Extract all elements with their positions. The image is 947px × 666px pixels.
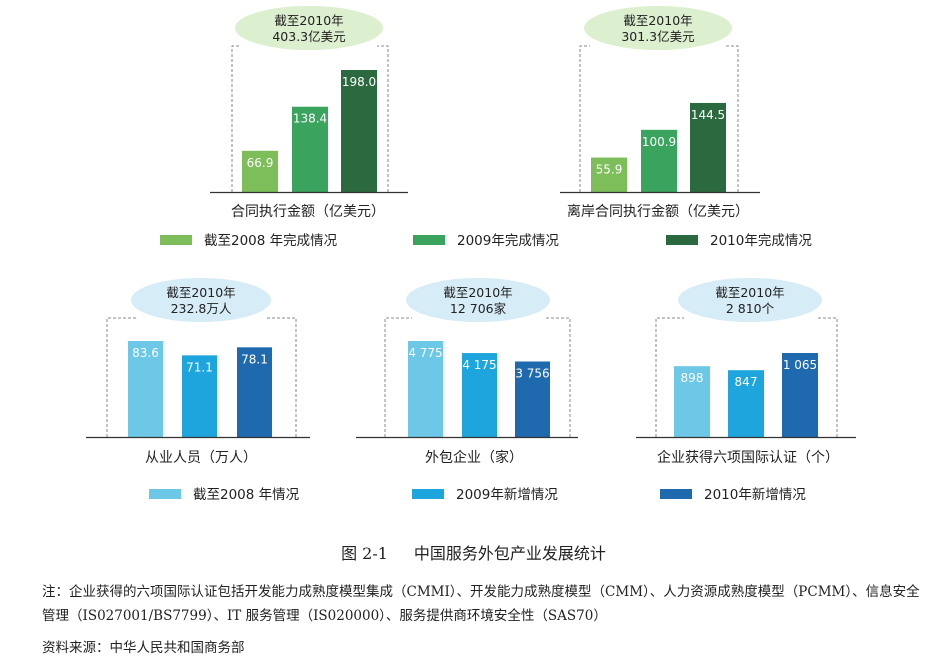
bar-value-label: 198.0: [342, 75, 376, 89]
bar-value-label: 3 756: [515, 366, 549, 380]
legend-label: 2009年新增情况: [456, 487, 558, 503]
bar: [728, 370, 764, 437]
bracket-line: [544, 317, 571, 437]
total-bubble: [235, 6, 383, 50]
bar-value-label: 1 065: [783, 358, 817, 372]
bubble-label-line2: 12 706家: [450, 301, 507, 316]
chart-canvas: 截至2010年403.3亿美元66.9138.4198.0合同执行金额（亿美元）…: [86, 6, 856, 503]
total-bubble: [131, 278, 271, 322]
bracket-line: [384, 317, 412, 437]
bar: [182, 355, 217, 437]
bubble-label-line2: 2 810个: [726, 301, 775, 316]
bar: [674, 366, 710, 437]
bar: [341, 70, 377, 192]
bracket-line: [231, 45, 241, 192]
bubble-label-line1: 截至2010年: [715, 285, 784, 300]
bracket-line: [816, 317, 838, 437]
legend-swatch: [149, 489, 181, 499]
bar: [237, 347, 272, 437]
legend-label: 截至2008 年完成情况: [204, 233, 338, 249]
total-bubble: [584, 6, 732, 50]
bar: [782, 353, 818, 437]
total-bubble: [406, 278, 550, 322]
bar-value-label: 4 775: [408, 346, 442, 360]
bar-value-label: 138.4: [293, 112, 327, 126]
caption-title: 中国服务外包产业发展统计: [413, 544, 606, 563]
panel-label: 从业人员（万人）: [145, 450, 257, 466]
bar-value-label: 100.9: [642, 135, 676, 149]
legend-swatch: [160, 235, 192, 245]
bar: [408, 341, 443, 437]
bubble-label-line1: 截至2010年: [274, 13, 343, 28]
caption-number: 图 2-1: [341, 544, 388, 563]
bracket-line: [726, 45, 739, 192]
bar-value-label: 66.9: [247, 156, 274, 170]
panel-label: 离岸合同执行金额（亿美元）: [567, 203, 749, 220]
panel-label: 企业获得六项国际认证（个）: [657, 449, 839, 466]
figure-note: 注：企业获得的六项国际认证包括开发能力成熟度模型集成（CMMI）、开发能力成熟度…: [42, 584, 920, 624]
legend-swatch: [412, 489, 444, 499]
legend-label: 2010年新增情况: [704, 487, 806, 503]
legend-swatch: [413, 235, 445, 245]
bar: [515, 361, 550, 437]
bar: [462, 353, 497, 437]
panel-label: 外包企业（家）: [425, 449, 523, 466]
figure-source: 资料来源：中华人民共和国商务部: [42, 640, 245, 656]
legend-swatch: [666, 235, 698, 245]
bar: [292, 106, 328, 192]
legend-label: 2010年完成情况: [710, 233, 812, 249]
bar: [591, 157, 627, 192]
bar-value-label: 71.1: [186, 360, 213, 374]
bubble-label-line1: 截至2010年: [443, 285, 512, 300]
legend-swatch: [660, 489, 692, 499]
bubble-label-line2: 301.3亿美元: [621, 29, 694, 44]
bar-value-label: 4 175: [462, 358, 496, 372]
bar-value-label: 898: [681, 371, 704, 385]
bubble-label-line2: 232.8万人: [171, 301, 232, 316]
bar: [128, 341, 163, 437]
bracket-line: [655, 317, 684, 437]
bubble-label-line1: 截至2010年: [166, 285, 235, 300]
legend-label: 截至2008 年情况: [193, 487, 300, 503]
bracket-line: [579, 45, 590, 192]
legend-label: 2009年完成情况: [457, 233, 559, 249]
bar: [641, 129, 677, 192]
bubble-label-line1: 截至2010年: [623, 13, 692, 28]
bracket-line: [377, 45, 389, 192]
total-bubble: [678, 278, 822, 322]
bar-value-label: 83.6: [132, 346, 159, 360]
bubble-label-line2: 403.3亿美元: [272, 29, 345, 44]
bar: [242, 150, 278, 192]
bar: [690, 102, 726, 192]
figure-caption: 图 2-1 中国服务外包产业发展统计: [0, 540, 947, 564]
bar-value-label: 144.5: [691, 108, 725, 122]
panel-label: 合同执行金额（亿美元）: [231, 204, 385, 220]
bar-value-label: 847: [735, 375, 758, 389]
bar-value-label: 78.1: [241, 352, 268, 366]
bar-value-label: 55.9: [596, 163, 623, 177]
